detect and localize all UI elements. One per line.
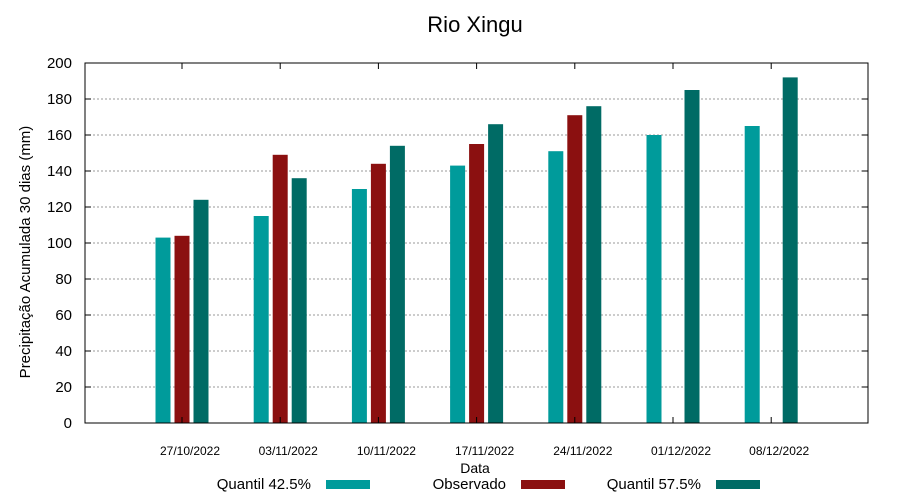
x-tick-label: 08/12/2022 bbox=[749, 444, 809, 458]
chart-title: Rio Xingu bbox=[427, 12, 522, 37]
y-tick-label: 160 bbox=[47, 127, 72, 144]
y-tick-label: 180 bbox=[47, 91, 72, 108]
bar-quantil-57-5 bbox=[193, 199, 209, 423]
bar-observado bbox=[469, 144, 485, 423]
x-axis-label: Data bbox=[460, 460, 490, 476]
grid-layer bbox=[85, 98, 868, 388]
bar-quantil-42-5 bbox=[646, 135, 662, 423]
x-tick-label: 01/12/2022 bbox=[651, 444, 711, 458]
bar-observado bbox=[370, 163, 386, 424]
x-tick-label: 17/11/2022 bbox=[455, 444, 514, 458]
bar-observado bbox=[272, 154, 288, 424]
x-tick-label: 27/10/2022 bbox=[160, 444, 220, 458]
legend-swatch bbox=[521, 480, 565, 489]
bar-quantil-42-5 bbox=[744, 126, 760, 423]
y-tick-label: 60 bbox=[55, 307, 72, 324]
bar-quantil-42-5 bbox=[548, 151, 564, 423]
bar-quantil-57-5 bbox=[488, 124, 504, 423]
bar-quantil-42-5 bbox=[450, 165, 466, 423]
y-tick-label: 100 bbox=[47, 235, 72, 252]
y-tick-label: 200 bbox=[47, 55, 72, 72]
x-tick-label: 24/11/2022 bbox=[553, 444, 612, 458]
bar-quantil-42-5 bbox=[351, 189, 367, 423]
bar-observado bbox=[174, 235, 190, 423]
plot-frame bbox=[84, 62, 869, 424]
y-tick-label: 20 bbox=[55, 379, 72, 396]
legend-label: Quantil 57.5% bbox=[607, 476, 701, 493]
bar-quantil-57-5 bbox=[586, 106, 602, 423]
bar-observado bbox=[567, 115, 583, 423]
bars bbox=[155, 77, 798, 424]
bar-quantil-42-5 bbox=[253, 216, 269, 423]
y-tick-label: 0 bbox=[64, 415, 72, 432]
y-tick-label: 120 bbox=[47, 199, 72, 216]
y-tick-label: 140 bbox=[47, 163, 72, 180]
y-tick-label: 80 bbox=[55, 271, 72, 288]
x-tick-label: 10/11/2022 bbox=[357, 444, 416, 458]
x-tick-label: 03/11/2022 bbox=[259, 444, 318, 458]
legend-swatch bbox=[326, 480, 370, 489]
y-axis-ticks: 0 20 40 60 80 100 120 140 160 180 200 bbox=[47, 55, 868, 432]
legend-swatch bbox=[716, 480, 760, 489]
bar-quantil-42-5 bbox=[155, 237, 171, 423]
y-axis-label: Precipitação Acumulada 30 dias (mm) bbox=[17, 126, 34, 379]
bar-quantil-57-5 bbox=[389, 145, 405, 424]
legend-label: Observado bbox=[433, 476, 506, 493]
bar-quantil-57-5 bbox=[291, 178, 307, 423]
x-axis-ticks: 27/10/2022 03/11/2022 10/11/2022 17/11/2022… bbox=[160, 63, 810, 458]
bar-quantil-57-5 bbox=[782, 77, 798, 424]
legend: Quantil 42.5% Observado Quantil 57.5% bbox=[217, 476, 760, 493]
legend-label: Quantil 42.5% bbox=[217, 476, 311, 493]
y-tick-label: 40 bbox=[55, 343, 72, 360]
bar-quantil-57-5 bbox=[684, 90, 700, 423]
